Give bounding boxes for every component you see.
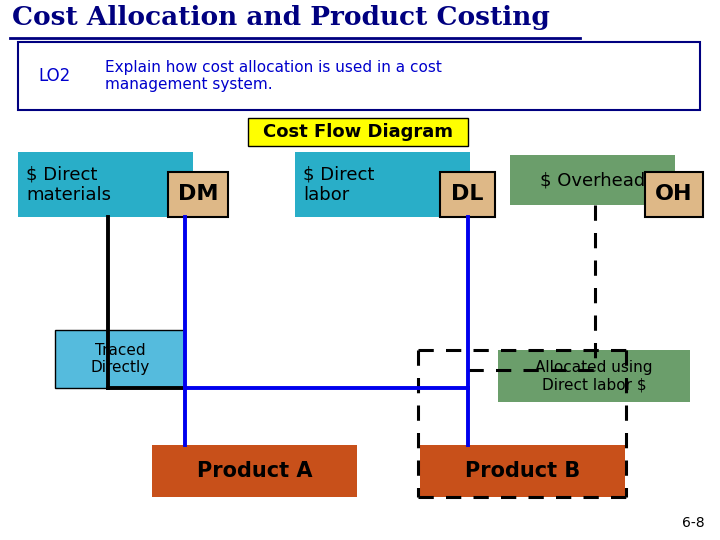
Bar (248, 118, 468, 146)
Text: DM: DM (178, 185, 218, 205)
Bar (645, 172, 703, 217)
Bar (168, 172, 228, 217)
Bar (295, 152, 470, 217)
Bar (498, 350, 690, 402)
Text: LO2: LO2 (38, 67, 71, 85)
Text: Explain how cost allocation is used in a cost
management system.: Explain how cost allocation is used in a… (105, 60, 442, 92)
Text: Cost Allocation and Product Costing: Cost Allocation and Product Costing (12, 5, 550, 30)
Text: Allocated using
Direct labor $: Allocated using Direct labor $ (535, 360, 653, 392)
Text: Traced
Directly: Traced Directly (91, 343, 150, 375)
Bar (18, 42, 700, 110)
Text: $ Direct
materials: $ Direct materials (26, 165, 111, 204)
Bar (152, 445, 357, 497)
Text: Product A: Product A (197, 461, 312, 481)
Text: 6-8: 6-8 (683, 516, 705, 530)
Bar (18, 152, 193, 217)
Text: $ Overhead: $ Overhead (540, 171, 645, 189)
Bar (440, 172, 495, 217)
Bar (55, 330, 185, 388)
Text: Cost Flow Diagram: Cost Flow Diagram (263, 123, 453, 141)
Bar (420, 445, 625, 497)
Text: $ Direct
labor: $ Direct labor (303, 165, 374, 204)
Text: OH: OH (655, 185, 693, 205)
Text: DL: DL (451, 185, 484, 205)
Bar (510, 155, 675, 205)
Text: Product B: Product B (465, 461, 580, 481)
